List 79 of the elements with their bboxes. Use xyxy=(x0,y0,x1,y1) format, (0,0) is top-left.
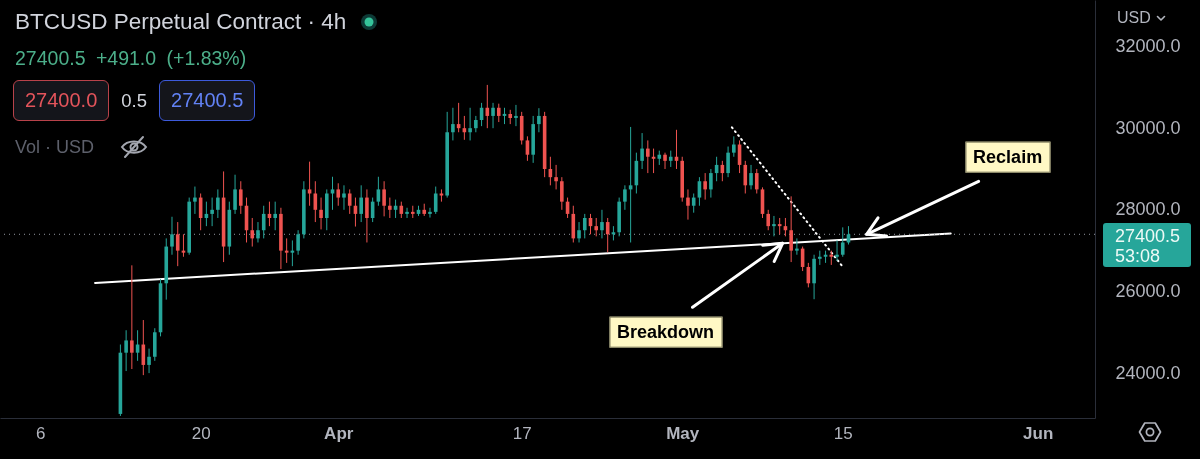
candlestick xyxy=(577,221,581,243)
candlestick xyxy=(703,172,707,201)
annotation: 0.5 xyxy=(121,89,148,112)
candlestick xyxy=(130,264,134,370)
candlestick xyxy=(170,216,174,256)
candlestick xyxy=(600,209,604,239)
ref-line-label: 27400.5 xyxy=(1115,226,1182,247)
candlestick xyxy=(233,174,237,215)
candlestick xyxy=(336,182,341,207)
candlestick xyxy=(789,195,793,263)
candlestick xyxy=(743,160,748,194)
candlestick xyxy=(686,188,690,221)
candlestick xyxy=(835,239,839,262)
annotation: Reclaim xyxy=(965,141,1051,173)
candlestick xyxy=(428,207,432,219)
y-tick-label: 30000.0 xyxy=(1115,117,1181,138)
candlestick xyxy=(433,186,438,215)
text: 53:08 xyxy=(1115,246,1162,267)
candlestick xyxy=(216,188,220,219)
y-tick-label: 24000.0 xyxy=(1115,362,1181,383)
candlestick xyxy=(560,176,564,211)
candlestick xyxy=(491,102,495,129)
candlestick xyxy=(359,184,363,223)
annotation: Vol · USD xyxy=(15,136,95,158)
x-tick-label: Apr xyxy=(324,423,354,443)
candlestick xyxy=(405,207,409,219)
candlestick xyxy=(795,237,799,256)
candlestick xyxy=(347,188,352,215)
candlestick xyxy=(732,135,736,158)
annotation: Breakdown xyxy=(609,316,723,348)
x-tick-label: Jun xyxy=(1023,423,1054,443)
candlestick xyxy=(754,168,759,194)
y-tick-label: 26000.0 xyxy=(1115,280,1181,301)
candlestick xyxy=(256,221,260,243)
candlestick xyxy=(663,152,667,170)
candlestick xyxy=(514,104,518,127)
candlestick xyxy=(496,103,501,123)
candlestick xyxy=(582,213,587,239)
candlestick xyxy=(594,217,599,237)
candlestick xyxy=(238,180,243,215)
x-tick-label: 17 xyxy=(512,423,532,443)
candlestick xyxy=(468,107,472,141)
candlestick xyxy=(147,348,151,374)
candlestick xyxy=(766,209,771,231)
x-tick-label: 15 xyxy=(833,423,853,443)
candlestick xyxy=(193,186,197,215)
candlestick xyxy=(749,164,753,190)
candlestick xyxy=(726,146,730,178)
text: USD xyxy=(1117,9,1151,28)
candlestick xyxy=(365,188,369,243)
candlestick xyxy=(250,217,255,248)
candlestick xyxy=(210,197,214,227)
text: 27400.5 +491.0 (+1.83%) xyxy=(15,47,247,70)
candlestick xyxy=(554,164,558,190)
chart-title: BTCUSD Perpetual Contract · 4h xyxy=(15,9,347,35)
y-tick-label: 32000.0 xyxy=(1115,36,1181,57)
candlestick xyxy=(840,226,845,258)
candlestick xyxy=(382,180,386,217)
x-tick-label: 6 xyxy=(35,423,46,443)
candlestick xyxy=(319,197,323,230)
y-tick-label: 28000.0 xyxy=(1115,199,1181,220)
x-tick-label: 20 xyxy=(191,423,211,443)
candlestick xyxy=(640,132,644,170)
annotation: 27400.0 xyxy=(13,80,110,121)
candlestick xyxy=(537,107,541,133)
candlestick xyxy=(451,107,455,141)
candlestick xyxy=(124,329,128,372)
candlestick xyxy=(388,197,392,219)
candlestick xyxy=(273,201,277,231)
candlestick xyxy=(261,205,266,239)
candlestick xyxy=(342,184,346,211)
candlestick xyxy=(646,139,650,174)
x-tick-label: May xyxy=(666,423,700,443)
annotation: 27400.5 xyxy=(159,80,256,121)
candlestick xyxy=(772,215,776,237)
candlestick xyxy=(296,229,300,256)
candlestick xyxy=(623,184,627,211)
candlestick xyxy=(175,221,180,267)
candlestick xyxy=(709,168,713,199)
